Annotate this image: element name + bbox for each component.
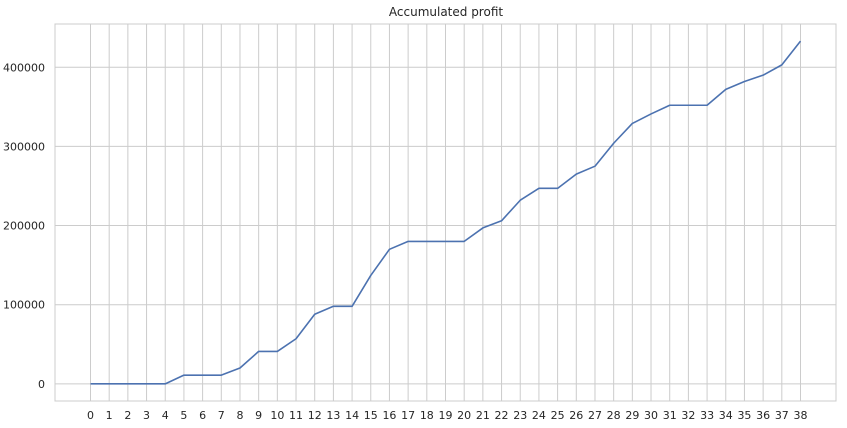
- x-tick-label: 17: [401, 409, 415, 422]
- x-tick-label: 4: [162, 409, 169, 422]
- y-tick-label: 200000: [3, 220, 45, 233]
- x-tick-label: 13: [326, 409, 340, 422]
- x-tick-label: 18: [420, 409, 434, 422]
- x-tick-label: 9: [255, 409, 262, 422]
- x-tick-label: 35: [737, 409, 751, 422]
- x-tick-label: 37: [775, 409, 789, 422]
- x-tick-label: 2: [124, 409, 131, 422]
- x-tick-label: 16: [382, 409, 396, 422]
- y-axis-ticks: 0 100000 200000 300000 400000: [3, 61, 45, 391]
- x-tick-label: 32: [681, 409, 695, 422]
- plot-frame: [54, 23, 837, 402]
- y-tick-label: 400000: [3, 61, 45, 74]
- x-tick-label: 38: [794, 409, 808, 422]
- x-tick-label: 31: [663, 409, 677, 422]
- x-tick-label: 28: [607, 409, 621, 422]
- x-tick-label: 3: [143, 409, 150, 422]
- x-tick-label: 30: [644, 409, 658, 422]
- x-tick-label: 24: [532, 409, 546, 422]
- x-tick-label: 11: [289, 409, 303, 422]
- x-tick-label: 19: [439, 409, 453, 422]
- x-tick-label: 23: [513, 409, 527, 422]
- y-tick-label: 0: [38, 378, 45, 391]
- grid-layer: [55, 24, 836, 401]
- x-tick-label: 12: [308, 409, 322, 422]
- x-tick-label: 36: [756, 409, 770, 422]
- x-tick-label: 26: [569, 409, 583, 422]
- x-tick-label: 14: [345, 409, 359, 422]
- x-tick-label: 21: [476, 409, 490, 422]
- x-tick-label: 22: [495, 409, 509, 422]
- x-tick-label: 6: [199, 409, 206, 422]
- y-tick-label: 100000: [3, 299, 45, 312]
- y-tick-label: 300000: [3, 140, 45, 153]
- line-layer: [90, 40, 802, 385]
- x-tick-label: 34: [719, 409, 733, 422]
- x-tick-label: 0: [87, 409, 94, 422]
- x-tick-label: 15: [364, 409, 378, 422]
- chart-title: Accumulated profit: [389, 5, 503, 19]
- x-tick-label: 7: [218, 409, 225, 422]
- x-tick-label: 5: [180, 409, 187, 422]
- x-tick-label: 20: [457, 409, 471, 422]
- x-tick-label: 1: [106, 409, 113, 422]
- x-tick-label: 10: [270, 409, 284, 422]
- x-tick-label: 25: [551, 409, 565, 422]
- x-tick-label: 29: [625, 409, 639, 422]
- x-tick-label: 33: [700, 409, 714, 422]
- x-tick-label: 27: [588, 409, 602, 422]
- x-tick-label: 8: [236, 409, 243, 422]
- x-axis-ticks: 0 1 2 3 4 5 6 7 8 9 10 11 12 13 14 15 16 17 18 19 20 21 22 23 24…: [87, 409, 808, 422]
